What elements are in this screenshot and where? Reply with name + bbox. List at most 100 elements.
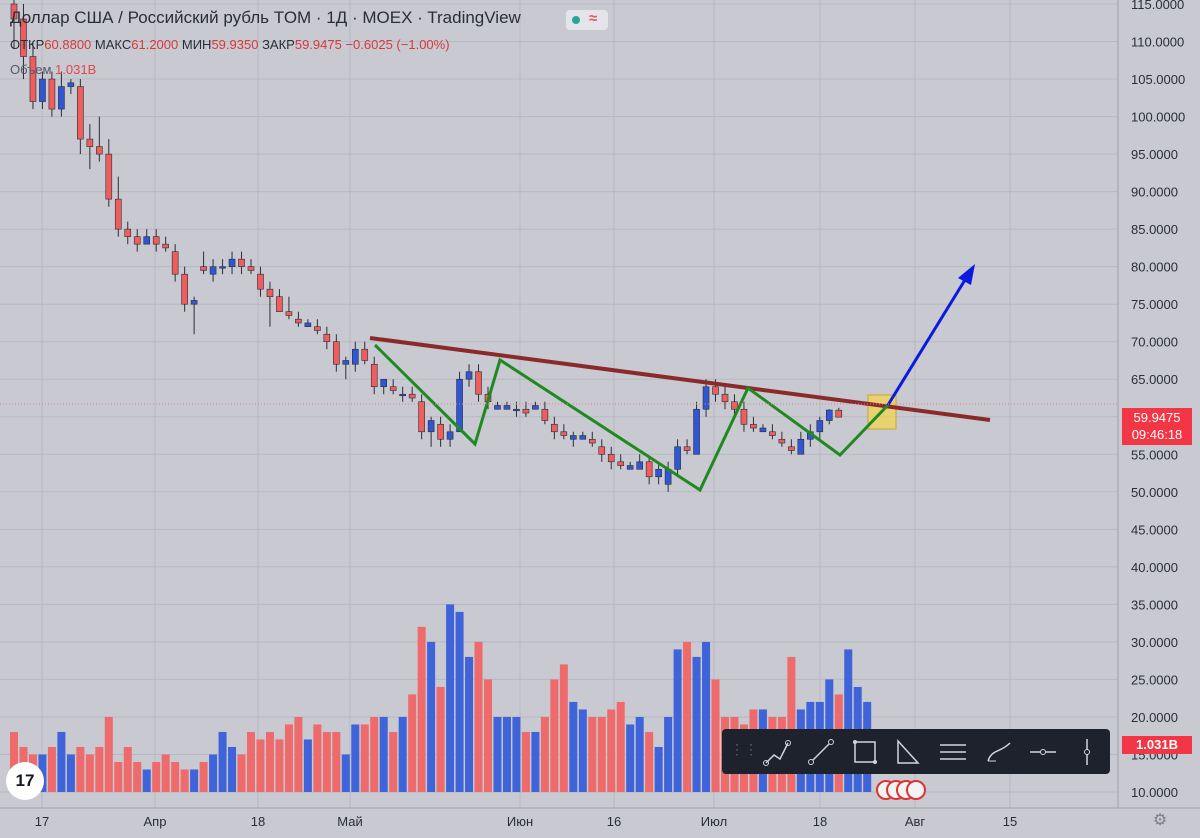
candle-body	[276, 296, 283, 312]
tradingview-logo[interactable]: 17	[6, 762, 44, 800]
candle-body	[427, 420, 435, 433]
volume-bar	[161, 754, 170, 792]
price-tick-label: 20.0000	[1131, 710, 1178, 725]
price-tick-label: 35.0000	[1131, 597, 1178, 612]
candle-body	[219, 266, 226, 269]
candle-body	[162, 243, 169, 249]
settings-gear-icon[interactable]: ⚙	[1152, 812, 1168, 829]
time-tick-label: 15	[1003, 814, 1017, 829]
candle-body	[370, 363, 378, 388]
price-tick-label: 70.0000	[1131, 335, 1178, 350]
candle-body	[570, 435, 577, 440]
price-tick-label: 90.0000	[1131, 185, 1178, 200]
volume-bar	[626, 724, 635, 792]
low-value: 59.9350	[211, 37, 259, 52]
volume-bar	[123, 746, 132, 792]
volume-bar	[427, 641, 436, 792]
candle-body	[408, 393, 416, 399]
volume-bar	[550, 679, 559, 792]
volume-bar	[332, 731, 341, 792]
drawings[interactable]	[369, 264, 991, 493]
volume-bar	[303, 739, 312, 792]
close-label: ЗАКР	[262, 37, 295, 52]
rectangle-icon[interactable]	[848, 735, 882, 769]
volume-bar	[654, 746, 663, 792]
pattern-zigzag[interactable]	[373, 343, 890, 493]
us-flag-icon[interactable]	[906, 780, 926, 800]
horizontal-line-icon[interactable]	[1026, 735, 1060, 769]
price-tick-label: 25.0000	[1131, 672, 1178, 687]
volume-bar	[493, 716, 502, 792]
brush-icon[interactable]	[982, 735, 1016, 769]
volume-bar	[588, 716, 597, 792]
events-flags[interactable]	[876, 780, 926, 800]
candle-body	[674, 446, 681, 470]
candle-body	[731, 401, 738, 410]
candle-body	[238, 258, 245, 267]
volume-bar	[578, 709, 587, 792]
price-tick-label: 75.0000	[1131, 297, 1178, 312]
candle-body	[190, 300, 198, 305]
price-tick-label: 80.0000	[1131, 260, 1178, 275]
candle-body	[456, 378, 463, 433]
candle-body	[247, 266, 255, 271]
candle-body	[389, 386, 397, 391]
volume-legend[interactable]: Объем 1.031B	[10, 62, 96, 77]
status-indicator[interactable]: ≈	[566, 10, 608, 30]
candle-body	[503, 405, 511, 410]
volume-bar	[360, 724, 369, 792]
candle-body	[759, 427, 767, 433]
candle-body	[96, 146, 103, 155]
candle-body	[465, 371, 473, 380]
price-tick-label: 50.0000	[1131, 485, 1178, 500]
candle-body	[712, 386, 719, 395]
trend-line-icon[interactable]	[804, 735, 838, 769]
candle-body	[645, 461, 653, 478]
volume-bar	[228, 746, 237, 792]
candle-body	[437, 423, 444, 440]
volume-bar	[702, 641, 711, 792]
open-value: 60.8800	[44, 37, 92, 52]
volume-bar	[142, 769, 151, 792]
volume-bar	[559, 664, 568, 792]
volume-bar	[512, 716, 521, 792]
volume-bar	[787, 656, 796, 792]
candle-body	[532, 405, 539, 410]
candle-body	[257, 273, 264, 290]
price-axis[interactable]: 115.0000 110.0000 105.0000 100.0000 95.0000 9…	[1131, 0, 1185, 800]
volume-bar	[370, 716, 379, 792]
candle-body	[228, 258, 236, 267]
candle-body	[769, 431, 776, 436]
volume-bar	[199, 761, 208, 792]
parallel-channel-icon[interactable]	[936, 735, 970, 769]
vertical-line-icon[interactable]	[1070, 735, 1104, 769]
candle-body	[513, 408, 520, 412]
price-tick-label: 85.0000	[1131, 222, 1178, 237]
candle-body	[323, 333, 331, 343]
candle-body	[295, 318, 302, 324]
volume-bar	[540, 716, 549, 792]
volume-bar	[379, 716, 388, 792]
symbol-title[interactable]: Доллар США / Российский рубль TOM · 1Д ·…	[10, 8, 521, 27]
price-tick-label: 65.0000	[1131, 372, 1178, 387]
price-tick-label: 95.0000	[1131, 147, 1178, 162]
time-tick-label: 18	[813, 814, 827, 829]
volume-bar	[635, 716, 644, 792]
volume-bar	[313, 724, 322, 792]
candle-body	[171, 251, 179, 275]
target-arrow-line[interactable]	[886, 274, 970, 406]
candlestick-series	[10, 0, 843, 492]
time-tick-label: Авг	[905, 814, 926, 829]
volume-bar	[171, 761, 180, 792]
price-tick-label: 55.0000	[1131, 447, 1178, 462]
target-arrow-head[interactable]	[958, 264, 975, 285]
volume-bar	[341, 754, 350, 792]
drag-handle-icon[interactable]: ⋮⋮	[730, 741, 758, 757]
path-tool-icon[interactable]	[760, 735, 794, 769]
triangle-icon[interactable]	[890, 735, 924, 769]
drawing-toolbar[interactable]: ⋮⋮	[722, 729, 1110, 774]
time-axis[interactable]: 17 Апр 18 Май Июн 16 Июл 18 Авг 15	[35, 814, 1017, 829]
price-tick-label: 40.0000	[1131, 560, 1178, 575]
price-tick-label: 10.0000	[1131, 785, 1178, 800]
